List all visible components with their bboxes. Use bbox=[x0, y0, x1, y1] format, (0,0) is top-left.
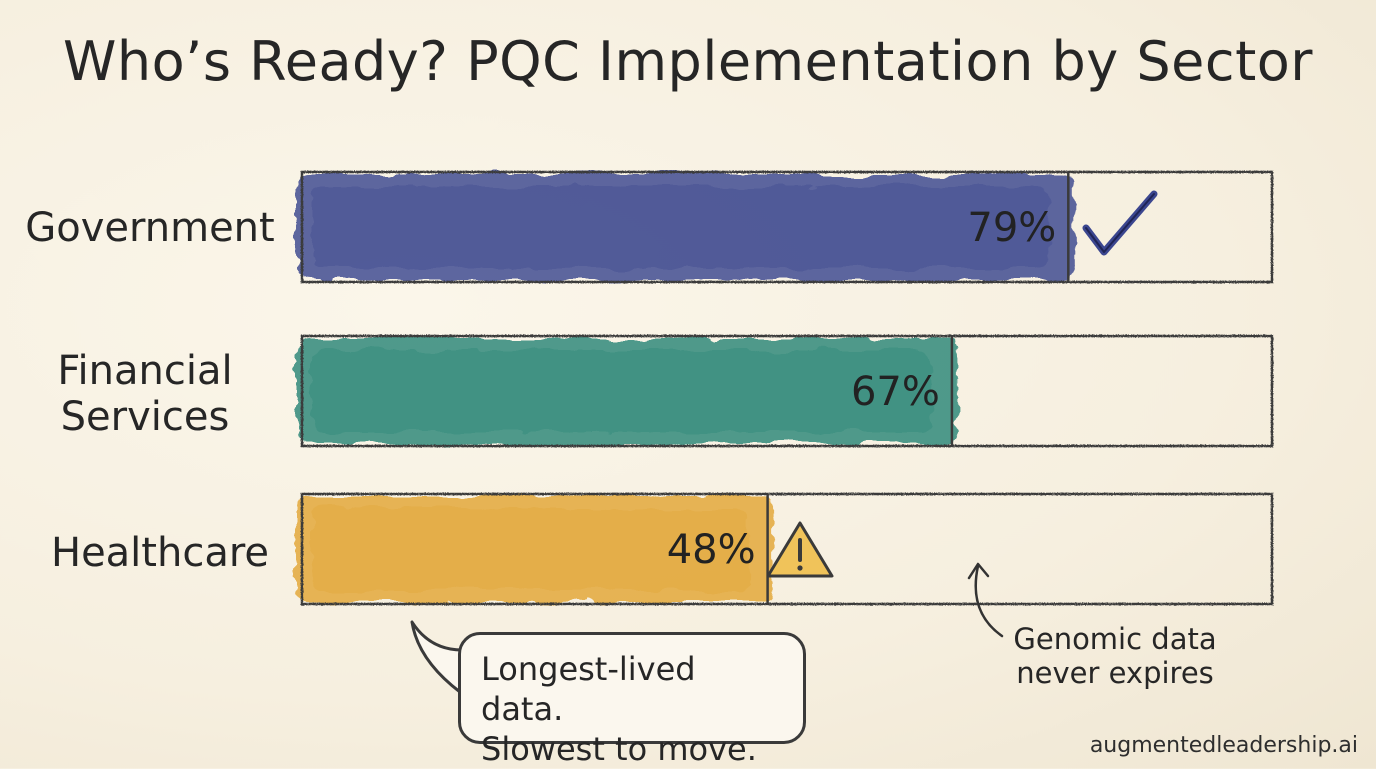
arrow-annotation-line-1: Genomic data bbox=[1013, 622, 1217, 656]
callout-note: Longest-lived data. Slowest to move. bbox=[458, 632, 806, 768]
bar-track-government bbox=[300, 170, 1274, 284]
footer-credit: augmentedleadership.ai bbox=[1089, 733, 1358, 758]
category-label-financial-services: Financial Services bbox=[57, 348, 233, 440]
arrow-icon bbox=[974, 564, 1004, 638]
warning-icon bbox=[766, 521, 834, 578]
arrow-annotation: Genomic data never expires bbox=[1010, 622, 1220, 690]
value-label-healthcare: 48% bbox=[667, 527, 756, 573]
callout-line-2: Slowest to move. bbox=[481, 730, 757, 768]
bar-track-healthcare bbox=[300, 492, 1274, 606]
callout-tail bbox=[410, 620, 463, 694]
bar-track-financial-services bbox=[300, 334, 1274, 448]
value-label-financial-services: 67% bbox=[851, 369, 940, 415]
category-label-government: Government bbox=[25, 205, 275, 251]
chart-title: Who’s Ready? PQC Implementation by Secto… bbox=[63, 30, 1313, 93]
value-label-government: 79% bbox=[967, 205, 1056, 251]
callout-line-1: Longest-lived data. bbox=[481, 650, 696, 728]
category-label-healthcare: Healthcare bbox=[50, 530, 270, 576]
check-icon bbox=[1082, 190, 1158, 256]
arrow-annotation-line-2: never expires bbox=[1016, 656, 1214, 690]
